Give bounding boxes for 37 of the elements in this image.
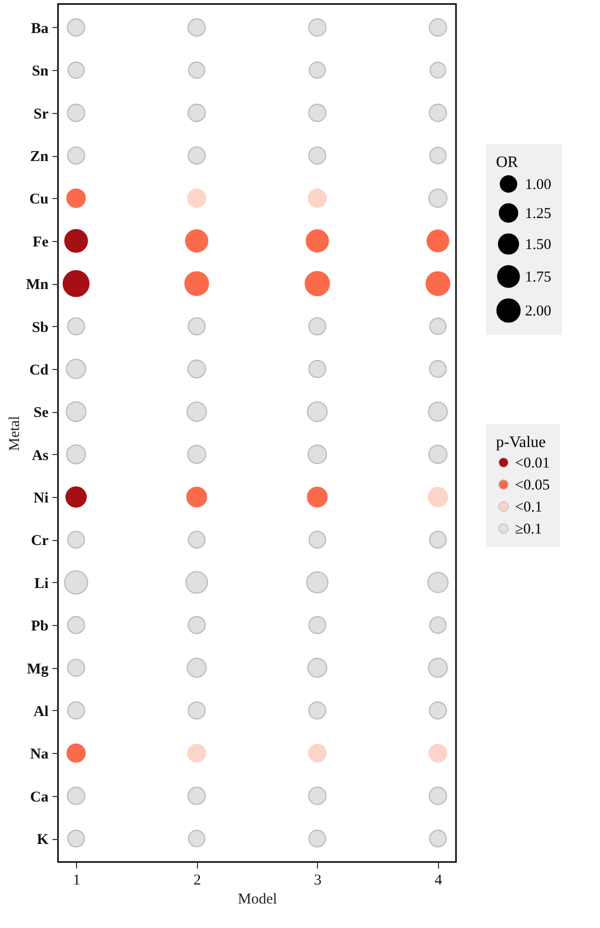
x-axis-title: Model <box>238 892 278 908</box>
y-tick-label: Cu <box>29 192 48 208</box>
y-tick-label: Mg <box>26 661 49 678</box>
y-tick-label: Mn <box>26 277 50 294</box>
y-tick-label: Ba <box>30 20 49 37</box>
y-tick-label: Ca <box>30 789 49 806</box>
legend-label: 1.00 <box>525 177 552 193</box>
legend-label: 2.00 <box>525 304 552 320</box>
y-tick-label: Zn <box>30 149 50 166</box>
legend-label: 1.75 <box>525 270 552 286</box>
y-tick-label: As <box>32 448 49 464</box>
y-tick-label: K <box>36 832 49 848</box>
y-tick-label: Na <box>30 746 49 763</box>
text: OR <box>496 154 518 171</box>
y-tick-label: Pb <box>30 618 48 635</box>
y-tick-label: Se <box>34 405 49 422</box>
y-tick-label: Sb <box>32 320 48 336</box>
legend-label: <0.01 <box>515 456 550 472</box>
text: p-Value <box>496 434 546 451</box>
y-tick-label: Ni <box>34 490 48 507</box>
legend-label: 1.25 <box>525 206 552 222</box>
legend-label: ≥0.1 <box>515 522 542 538</box>
legend-label: 1.50 <box>525 237 552 253</box>
y-tick-label: Li <box>34 576 48 592</box>
x-tick-label: 2 <box>193 872 201 888</box>
y-axis-title: Metal <box>7 416 23 451</box>
y-tick-label: Al <box>34 704 48 720</box>
x-tick-label: 4 <box>434 872 443 888</box>
x-tick-label: 3 <box>314 872 322 888</box>
y-tick-label: Sn <box>32 64 50 80</box>
y-tick-label: Cd <box>29 362 50 378</box>
legend-label: <0.1 <box>515 500 542 516</box>
y-tick-label: Fe <box>32 234 49 250</box>
x-tick-label: 1 <box>72 872 80 888</box>
legend-label: <0.05 <box>515 478 550 494</box>
y-tick-label: Sr <box>34 106 49 122</box>
y-tick-label: Cr <box>31 533 49 550</box>
